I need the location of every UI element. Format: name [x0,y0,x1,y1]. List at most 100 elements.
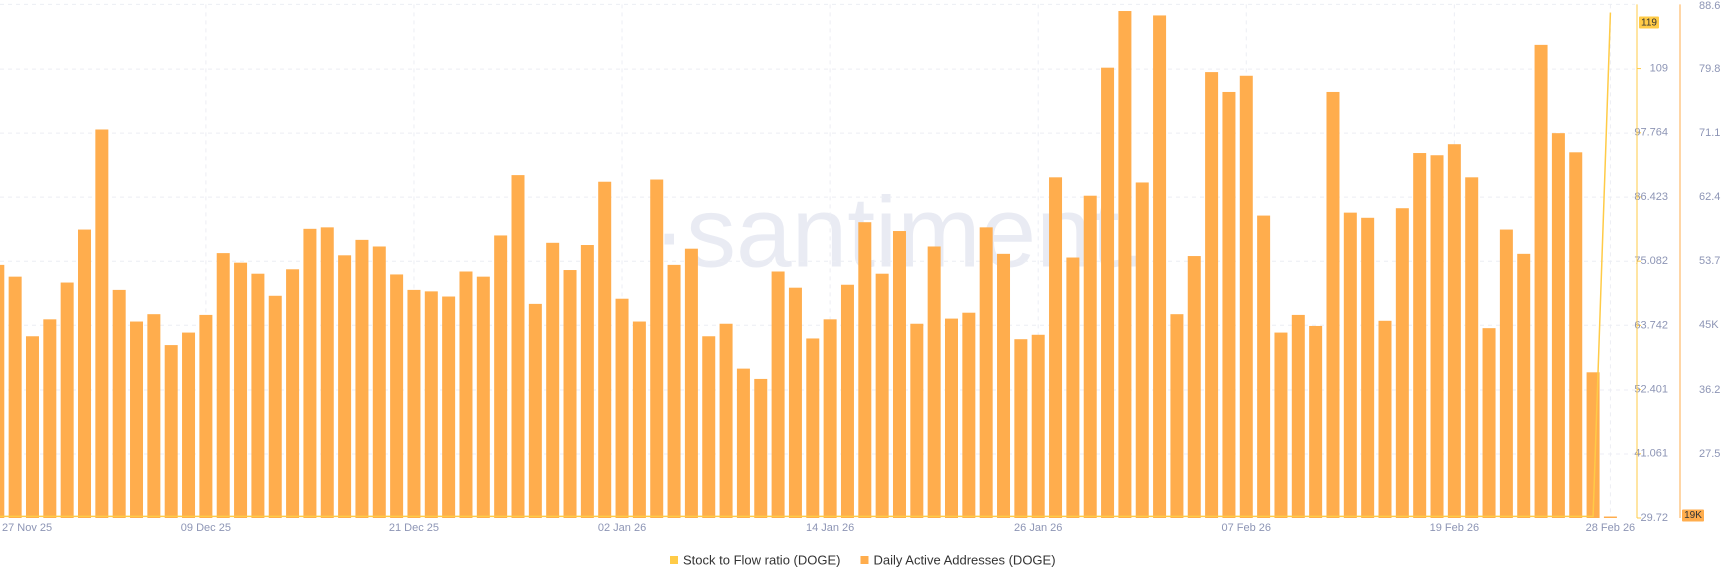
bar [719,323,733,518]
bar [234,262,248,518]
bar [1187,256,1201,518]
bar [511,175,525,519]
bar [1378,320,1392,518]
bar [1343,212,1357,518]
bar [632,321,646,518]
value-badge-label: 119 [1641,18,1657,29]
bar [147,314,161,518]
x-tick-label: 02 Jan 26 [598,522,646,534]
bar [320,227,334,519]
y-tick-label: 109 [1650,62,1668,74]
bar [60,282,74,518]
bar [927,246,941,518]
bar [1361,217,1375,519]
bar [684,248,698,519]
y-tick-label: 52.401 [1634,384,1668,396]
y-tick-label: 97.764 [1634,127,1668,139]
bar [736,368,750,518]
bar [1031,334,1045,518]
bar [424,291,438,518]
bar [286,269,300,518]
bar [25,336,39,518]
bar [563,270,577,518]
bar [580,245,594,519]
bar [390,274,404,518]
bar [1534,44,1548,519]
bar [372,246,386,518]
bar [997,253,1011,518]
y-tick-label: 41.061 [1634,448,1668,460]
bar [268,295,282,518]
bar [1551,133,1565,518]
bar [442,296,456,518]
y2-tick-label: 36.2K [1699,384,1721,396]
bar [303,228,317,518]
bar [1326,91,1340,518]
bar [338,255,352,518]
bar [962,312,976,518]
bar [1118,11,1132,519]
bar [494,235,508,518]
bar [1309,325,1323,518]
bar [1603,516,1617,518]
bar [1465,177,1479,519]
bar [823,319,837,518]
y-tick-label: 29.72 [1640,512,1668,524]
bar [251,273,265,518]
y2-tick-label: 88.6K [1699,0,1721,12]
bar [43,319,57,518]
x-tick-label: 19 Feb 26 [1430,522,1480,534]
x-tick-label: 21 Dec 25 [389,522,439,534]
x-tick-label: 09 Dec 25 [181,522,231,534]
bar [598,181,612,518]
value-badge [1682,509,1704,522]
bar [528,303,542,518]
bar [1153,15,1167,518]
y2-tick-label: 62.4K [1699,191,1721,203]
bar [112,289,126,518]
legend-label: Daily Active Addresses (DOGE) [873,552,1055,567]
bar [1447,144,1461,519]
bar [164,345,178,518]
bar [355,239,369,518]
legend-swatch [670,556,678,564]
bar [979,227,993,519]
bar [788,287,802,518]
bar [199,314,213,518]
bar [0,264,5,518]
y-tick-label: 75.082 [1634,255,1668,267]
y2-tick-label: 71.1K [1699,127,1721,139]
y2-tick-label: 27.5K [1699,448,1721,460]
bar [1083,195,1097,518]
bar [910,323,924,518]
bar [1222,91,1236,518]
bar [182,332,196,518]
bar [771,271,785,518]
bar [858,222,872,518]
bar [1101,67,1115,518]
bar [1135,182,1149,518]
bar [1239,75,1253,518]
legend-label: Stock to Flow ratio (DOGE) [683,552,840,567]
y2-tick-label: 45K [1699,319,1719,331]
x-tick-label: 27 Nov 25 [2,522,52,534]
bar [407,289,421,518]
y2-tick-label: 79.8K [1699,63,1721,75]
bar [1257,215,1271,518]
bar [1066,257,1080,518]
bar [1569,152,1583,518]
bar [1014,339,1028,518]
bar [1430,155,1444,518]
x-tick-label: 07 Feb 26 [1222,522,1272,534]
bar [754,378,768,518]
bar [1170,314,1184,518]
y2-tick-label: 53.7K [1699,255,1721,267]
bar [216,253,230,518]
bar [1291,314,1305,518]
x-tick-label: 26 Jan 26 [1014,522,1062,534]
bar [1517,253,1531,518]
bar [1205,72,1219,519]
x-tick-label: 14 Jan 26 [806,522,854,534]
